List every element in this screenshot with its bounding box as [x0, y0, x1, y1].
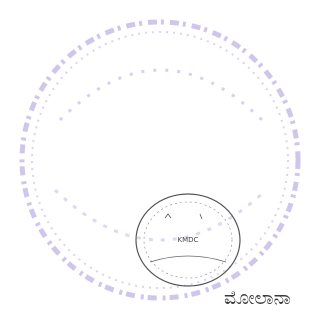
- paper: [0, 0, 312, 336]
- seal-text: KMDC: [178, 236, 199, 244]
- stamp-scan: KMDC ಮೋಲಾನಾ: [0, 0, 312, 336]
- signature: ಮೋಲಾನಾ: [224, 287, 291, 309]
